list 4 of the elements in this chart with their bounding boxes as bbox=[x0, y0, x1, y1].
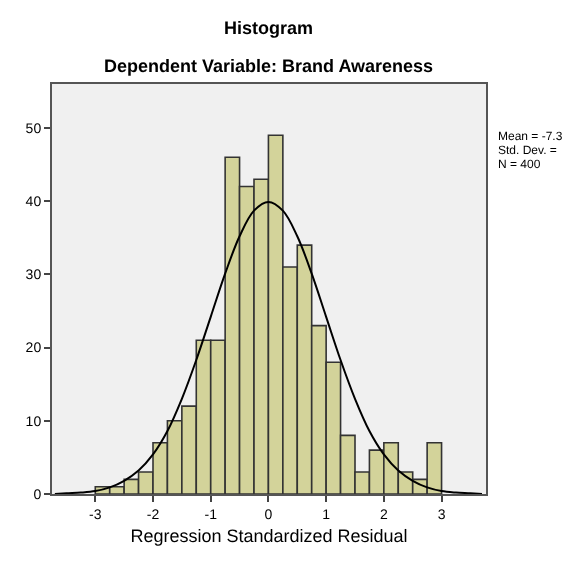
x-axis-title: Regression Standardized Residual bbox=[130, 526, 408, 547]
chart-title: Histogram bbox=[224, 18, 314, 38]
chart-subtitle: Dependent Variable: Brand Awareness bbox=[104, 56, 434, 76]
line-series bbox=[53, 200, 483, 494]
